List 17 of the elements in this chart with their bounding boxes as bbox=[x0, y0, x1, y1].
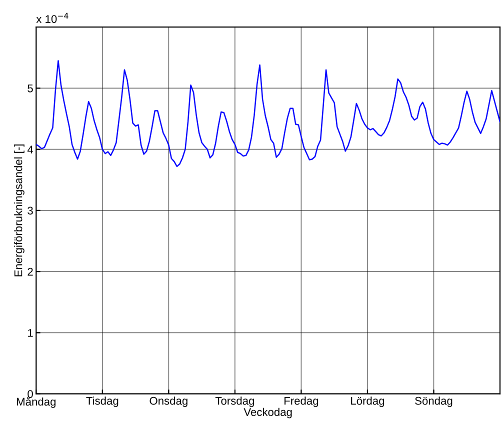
line-series bbox=[36, 60, 500, 168]
x-tick-label: Måndag bbox=[16, 396, 56, 408]
x-tick-label: Söndag bbox=[415, 396, 452, 407]
text: x 10$^{−4}$ bbox=[36, 12, 68, 23]
x-tick-label: Torsdag bbox=[215, 396, 254, 407]
x-tick-label: Tisdag bbox=[86, 396, 118, 407]
x-tick-label: Fredag bbox=[284, 396, 318, 407]
x-tick-label: Onsdag bbox=[150, 396, 188, 407]
x-axis-title: Veckodag bbox=[244, 408, 292, 418]
y-tick-label: 4 bbox=[27, 146, 34, 154]
y-tick-label: 5 bbox=[28, 84, 33, 92]
y-tick-label: 2 bbox=[28, 268, 33, 276]
y-tick-label: 0 bbox=[28, 390, 33, 398]
y-axis-title: Energiförbrukningsandel [-] bbox=[14, 144, 24, 276]
x-tick-label: Lördag bbox=[351, 396, 384, 407]
y-tick-label: 3 bbox=[28, 206, 33, 215]
y-tick-label: 1 bbox=[28, 329, 33, 337]
